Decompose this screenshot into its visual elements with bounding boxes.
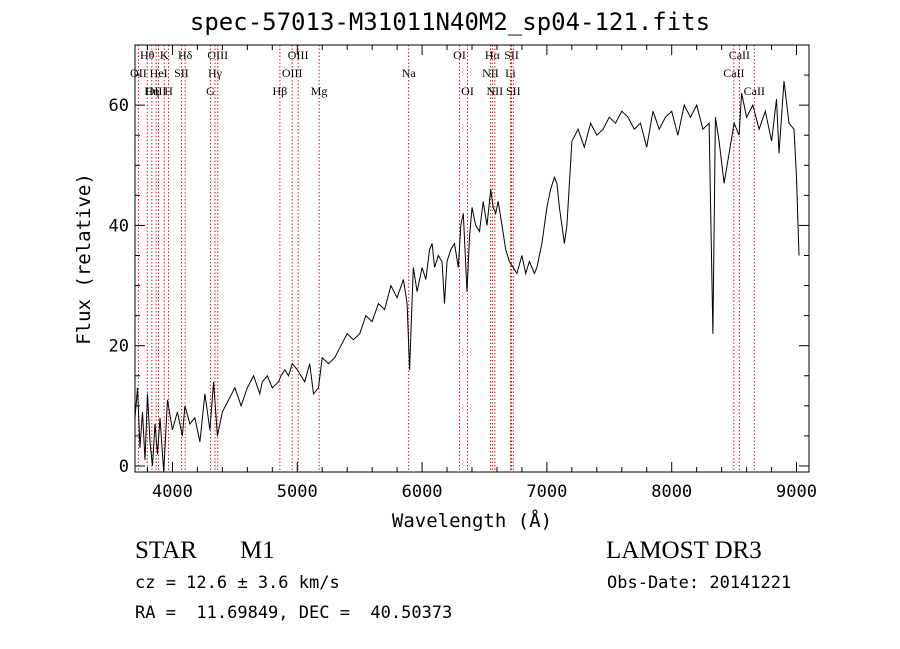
line-marker-label: OIII (282, 66, 303, 80)
axis-ticks: 4000 5000 6000 7000 8000 9000 0 20 40 60 (109, 44, 817, 502)
line-marker-label: Hδ (178, 48, 193, 62)
y-tick-label: 0 (119, 457, 129, 477)
x-tick-label: 9000 (776, 482, 817, 502)
line-marker-label: Hγ (208, 66, 223, 80)
line-marker-label: Mg (311, 84, 328, 98)
x-axis-label: Wavelength (Å) (391, 510, 553, 532)
line-marker-label: SII (174, 66, 189, 80)
object-subclass: M1 (240, 537, 275, 564)
spectrum-line (134, 81, 800, 473)
line-marker-label: NII (487, 84, 504, 98)
line-marker-label: OIII (207, 48, 228, 62)
line-marker-label: Hα (485, 48, 501, 62)
line-marker-label: K (160, 48, 169, 62)
survey-name: LAMOST DR3 (606, 537, 762, 564)
line-marker-label: SII (504, 48, 519, 62)
plot-frame (134, 44, 810, 473)
line-marker-label: Hη (144, 84, 159, 98)
line-marker-label: CaII (729, 48, 750, 62)
x-tick-label: 7000 (526, 482, 567, 502)
line-marker-label: OIII (146, 84, 167, 98)
line-marker-label: OI (453, 48, 466, 62)
x-tick-label: 6000 (402, 482, 443, 502)
observation-date: Obs-Date: 20141221 (607, 573, 792, 593)
line-marker-label: OI (461, 84, 474, 98)
y-tick-label: 40 (109, 216, 129, 236)
chart-title: spec-57013-M31011N40M2_sp04-121.fits (189, 8, 711, 36)
object-type: STAR (135, 537, 197, 564)
y-axis-label: Flux (relative) (73, 173, 95, 345)
line-marker-label: CaII (723, 66, 744, 80)
line-marker-label: Hθ (140, 48, 155, 62)
line-marker-label: H (164, 84, 173, 98)
line-marker-label: OII (130, 66, 147, 80)
line-marker-label: G (206, 84, 215, 98)
x-tick-label: 8000 (651, 482, 692, 502)
line-marker-label: OIII (288, 48, 309, 62)
y-tick-label: 20 (109, 337, 129, 357)
x-tick-label: 5000 (277, 482, 318, 502)
line-marker-label: NII (482, 66, 499, 80)
line-marker-label: CaII (744, 84, 765, 98)
coordinates: RA = 11.69849, DEC = 40.50373 (135, 603, 453, 623)
line-marker-label: Hβ (273, 84, 288, 98)
line-marker-label: HeI (150, 66, 168, 80)
redshift-cz: cz = 12.6 ± 3.6 km/s (135, 573, 340, 593)
line-marker-label: SII (506, 84, 521, 98)
x-tick-label: 4000 (152, 482, 193, 502)
y-tick-label: 60 (109, 96, 129, 116)
line-marker-label: Li (505, 66, 516, 80)
line-marker-label: Na (402, 66, 417, 80)
